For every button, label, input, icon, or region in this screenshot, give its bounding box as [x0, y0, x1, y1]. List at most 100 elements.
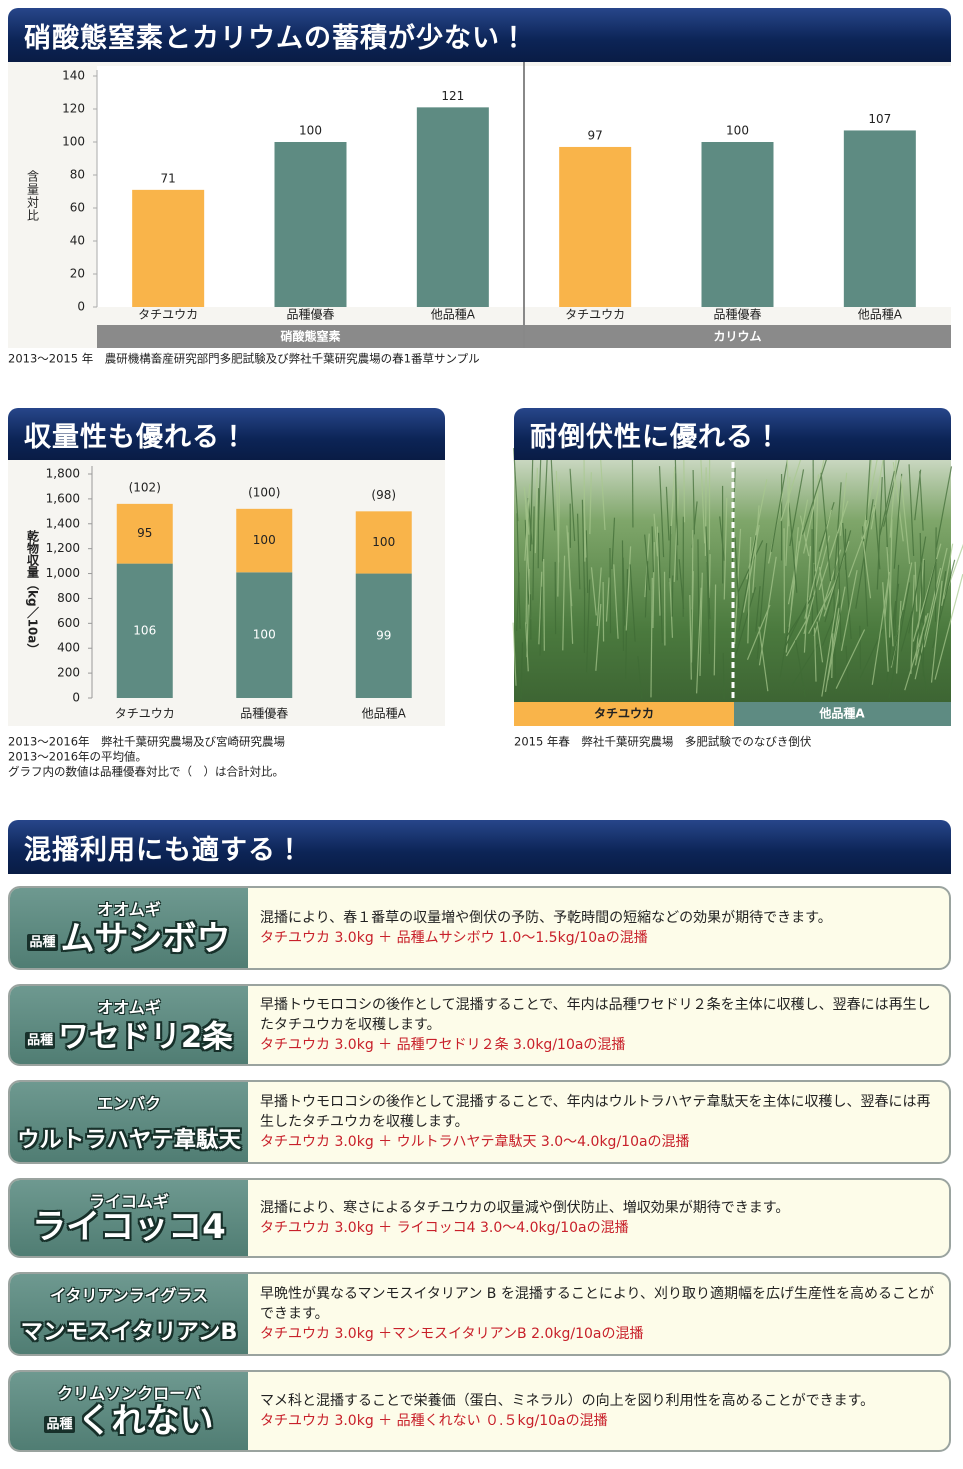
grass-blade [722, 652, 725, 699]
grass-blade [912, 543, 942, 642]
grass-blade [523, 486, 530, 535]
grass-blade [813, 627, 817, 682]
grass-blade [524, 483, 531, 561]
grass-blade [668, 526, 672, 583]
item-name-text: ムサシボウ [60, 919, 231, 959]
grass-blade [803, 546, 812, 653]
grass-blade [734, 587, 757, 657]
grass-blade [683, 450, 686, 523]
value-label: 121 [441, 89, 464, 103]
grass-blade [625, 546, 632, 631]
grass-blade [789, 469, 805, 547]
item-category: ライコムギ [88, 1192, 169, 1211]
grass-blade [795, 640, 806, 697]
item-name-text: ウルトラハヤテ韋駄天 [17, 1127, 241, 1153]
total-label: (102) [129, 480, 161, 494]
grass-blade [611, 517, 616, 570]
label-band [734, 702, 951, 726]
grass-blade [904, 612, 929, 691]
grass-blade [816, 621, 824, 663]
item-name-text: くれない [77, 1401, 214, 1441]
y-tick-label: 600 [57, 616, 80, 630]
item-label-panel: イタリアンライグラス マンモスイタリアンB [10, 1274, 248, 1354]
bar-segment [116, 563, 173, 698]
y-tick-label: 400 [57, 641, 80, 655]
grass-blade [689, 594, 692, 680]
grass-blade [609, 548, 612, 634]
grass-blade [566, 525, 573, 607]
photo-caption: 2015 年春 弊社千葉研究農場 多肥試験でのなびき倒伏 [514, 735, 812, 749]
grass-blade [835, 629, 866, 689]
photo-label: 他品種A [818, 706, 865, 721]
mixing-item: オオムギ 品種 ムサシボウ 混播により、春１番草の収量増や倒伏の予防、予乾時間の短縮な… [8, 886, 951, 970]
item-prefix: 品種 [44, 1416, 75, 1433]
grass-blade [862, 541, 872, 599]
item-category: イタリアンライグラス [49, 1286, 209, 1305]
grass-blade [512, 622, 517, 686]
grass-blade [719, 516, 725, 561]
item-text: 混播により、春１番草の収量増や倒伏の予防、予乾時間の短縮などの効果が期待できます… [260, 908, 939, 948]
grass-blade [532, 506, 535, 601]
item-description: 早播トウモロコシの後作として混播することで、年内は品種ワセドリ２条を主体に収穫し… [260, 997, 931, 1033]
x-tick-label: タチユウカ [138, 308, 198, 322]
y-tick-label: 1,800 [46, 467, 80, 481]
item-prefix: 品種 [25, 1032, 56, 1049]
grass-blade [543, 559, 545, 651]
grass-blade [756, 543, 768, 659]
bar [701, 142, 774, 307]
total-label: (98) [371, 488, 396, 502]
grass-blade [657, 532, 663, 643]
grass-blade [656, 526, 661, 616]
item-category: オオムギ [97, 998, 161, 1017]
segment-label: 100 [372, 535, 395, 549]
footnote: 2013〜2016年 弊社千葉研究農場及び宮崎研究農場 [8, 735, 286, 749]
grass-blade [595, 603, 602, 671]
grass-blade [785, 614, 810, 657]
grass-blade [900, 475, 911, 565]
grass-blade [874, 505, 881, 570]
grass-blade [923, 547, 948, 648]
y-tick-label: 80 [70, 168, 85, 182]
segment-label: 95 [137, 526, 152, 540]
item-category: エンバク [96, 1094, 161, 1113]
grass-blade [538, 571, 543, 645]
grass-blade [613, 564, 619, 639]
y-tick-label: 0 [72, 691, 80, 705]
grass-blade [658, 466, 665, 558]
item-label-panel: エンバクウルトラハヤテ韋駄天 [10, 1082, 248, 1162]
bar-segment [355, 573, 412, 698]
grass-blade [818, 502, 835, 552]
grass-blade [555, 470, 560, 563]
item-text: 早播トウモロコシの後作として混播することで、年内は品種ワセドリ２条を主体に収穫し… [260, 995, 939, 1055]
grass-blade [879, 470, 896, 536]
y-tick-label: 1,200 [46, 541, 80, 555]
item-recipe: タチユウカ 3.0kg ＋ 品種くれない ０.５kg/10aの混播 [260, 1413, 608, 1429]
grass-blade [581, 499, 586, 596]
bar [843, 130, 916, 307]
grass-blade [785, 476, 791, 566]
y-tick-label: 0 [77, 300, 85, 314]
item-recipe: タチユウカ 3.0kg ＋マンモスイタリアンB 2.0kg/10aの混播 [260, 1326, 644, 1342]
grass-blade [742, 525, 760, 613]
item-name-text: ライコッコ4 [32, 1207, 226, 1247]
grass-blade [708, 554, 711, 598]
y-tick-label: 100 [62, 135, 85, 149]
item-name: ウルトラハヤテ韋駄天 [10, 1122, 248, 1154]
grass-blade [669, 578, 674, 638]
grass-blade [839, 472, 848, 536]
item-name: 品種 くれない [10, 1393, 248, 1442]
grass-blade [637, 656, 643, 700]
grass-blade [785, 595, 814, 639]
item-label-panel: オオムギ 品種 ムサシボウ [10, 888, 248, 968]
grass-blade [820, 472, 832, 582]
grass-blade [589, 472, 592, 535]
section-title: 混播利用にも適する！ [8, 820, 951, 874]
grass-blade [804, 509, 833, 619]
section-title: 耐倒伏性に優れる！ [514, 408, 951, 460]
grass-blade [779, 626, 789, 678]
grass-blade [893, 473, 903, 569]
y-axis-label: 含量対比 [26, 170, 40, 222]
mixing-item: クリムソンクローバ 品種 くれない マメ科と混播することで栄養価（蛋白、ミネラル）の向… [8, 1370, 951, 1452]
x-tick-label: 他品種A [858, 308, 903, 322]
y-tick-label: 1,600 [46, 491, 80, 505]
